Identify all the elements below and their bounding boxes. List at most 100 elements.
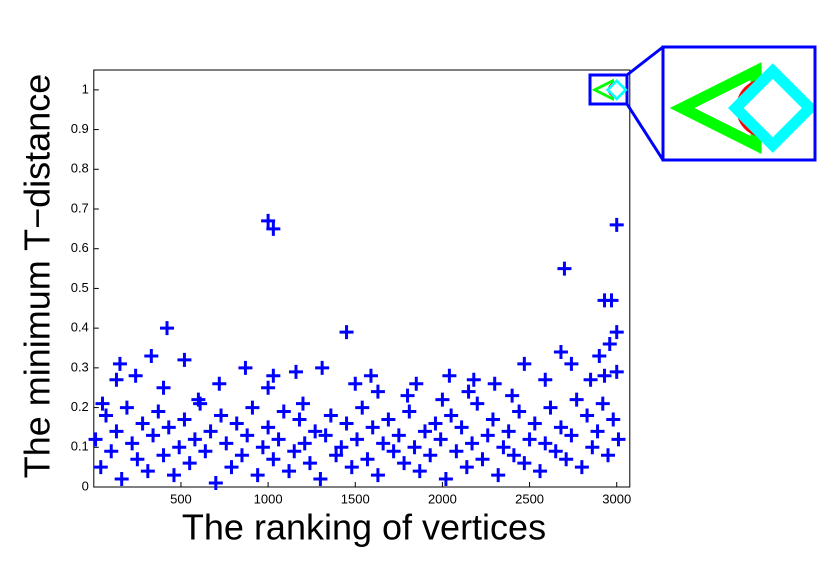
point	[255, 440, 270, 455]
point	[485, 412, 500, 427]
point	[604, 293, 619, 308]
point	[461, 384, 476, 399]
point	[297, 436, 312, 451]
point	[496, 440, 511, 455]
point	[409, 376, 424, 391]
point	[119, 400, 134, 415]
point	[125, 436, 140, 451]
point	[203, 424, 218, 439]
point	[151, 404, 166, 419]
point	[370, 468, 385, 483]
point	[611, 432, 626, 447]
point	[470, 396, 485, 411]
point	[580, 408, 595, 423]
point	[144, 348, 159, 363]
point	[412, 464, 427, 479]
x-tick-label: 1000	[254, 491, 283, 506]
point	[501, 424, 516, 439]
point	[288, 364, 303, 379]
point	[315, 360, 330, 375]
y-tick-label: 0.8	[71, 161, 89, 176]
y-tick-label: 0.4	[71, 320, 89, 335]
point	[363, 368, 378, 383]
y-axis-label: The minimum T−distance	[17, 74, 58, 479]
point	[156, 448, 171, 463]
point	[172, 440, 187, 455]
point	[595, 396, 610, 411]
point	[391, 428, 406, 443]
point	[219, 436, 234, 451]
point	[238, 360, 253, 375]
point	[512, 404, 527, 419]
point	[360, 452, 375, 467]
point	[574, 460, 589, 475]
point	[609, 325, 624, 340]
zoom-connector	[626, 45, 664, 77]
point	[585, 440, 600, 455]
point	[438, 472, 453, 487]
point	[505, 388, 520, 403]
point	[435, 392, 450, 407]
zoom-inset	[669, 62, 815, 154]
point	[449, 444, 464, 459]
point	[318, 428, 333, 443]
point	[423, 448, 438, 463]
point	[266, 452, 281, 467]
point	[606, 412, 621, 427]
point	[323, 408, 338, 423]
point	[543, 400, 558, 415]
point	[261, 380, 276, 395]
point	[308, 424, 323, 439]
point	[459, 460, 474, 475]
x-tick-label: 3000	[602, 491, 631, 506]
point	[522, 432, 537, 447]
point	[114, 472, 129, 487]
point	[104, 444, 119, 459]
y-tick-label: 0.3	[71, 359, 89, 374]
point	[140, 464, 155, 479]
y-tick-label: 0.6	[71, 240, 89, 255]
point	[609, 217, 624, 232]
point	[609, 364, 624, 379]
x-axis-label: The ranking of vertices	[182, 507, 546, 548]
point	[376, 436, 391, 451]
point	[130, 452, 145, 467]
x-tick-label: 1500	[341, 491, 370, 506]
point	[214, 408, 229, 423]
point	[198, 444, 213, 459]
point	[444, 408, 459, 423]
point	[334, 440, 349, 455]
point	[475, 452, 490, 467]
point	[386, 444, 401, 459]
point	[553, 420, 568, 435]
point	[487, 376, 502, 391]
point	[533, 464, 548, 479]
point	[442, 368, 457, 383]
point	[287, 444, 302, 459]
point	[370, 384, 385, 399]
point	[88, 432, 103, 447]
point	[517, 356, 532, 371]
point	[602, 337, 617, 352]
point	[339, 325, 354, 340]
point	[177, 352, 192, 367]
point	[365, 420, 380, 435]
point	[276, 404, 291, 419]
point	[597, 368, 612, 383]
point	[99, 408, 114, 423]
y-tick-label: 0.5	[71, 280, 89, 295]
point	[261, 213, 276, 228]
point	[229, 416, 244, 431]
point	[506, 448, 521, 463]
point	[538, 436, 553, 451]
y-tick-label: 0.9	[71, 121, 89, 136]
point	[313, 472, 328, 487]
point	[400, 388, 415, 403]
point	[250, 468, 265, 483]
point	[112, 356, 127, 371]
point	[156, 380, 171, 395]
y-tick-label: 0.1	[71, 439, 89, 454]
point	[465, 436, 480, 451]
point	[417, 424, 432, 439]
